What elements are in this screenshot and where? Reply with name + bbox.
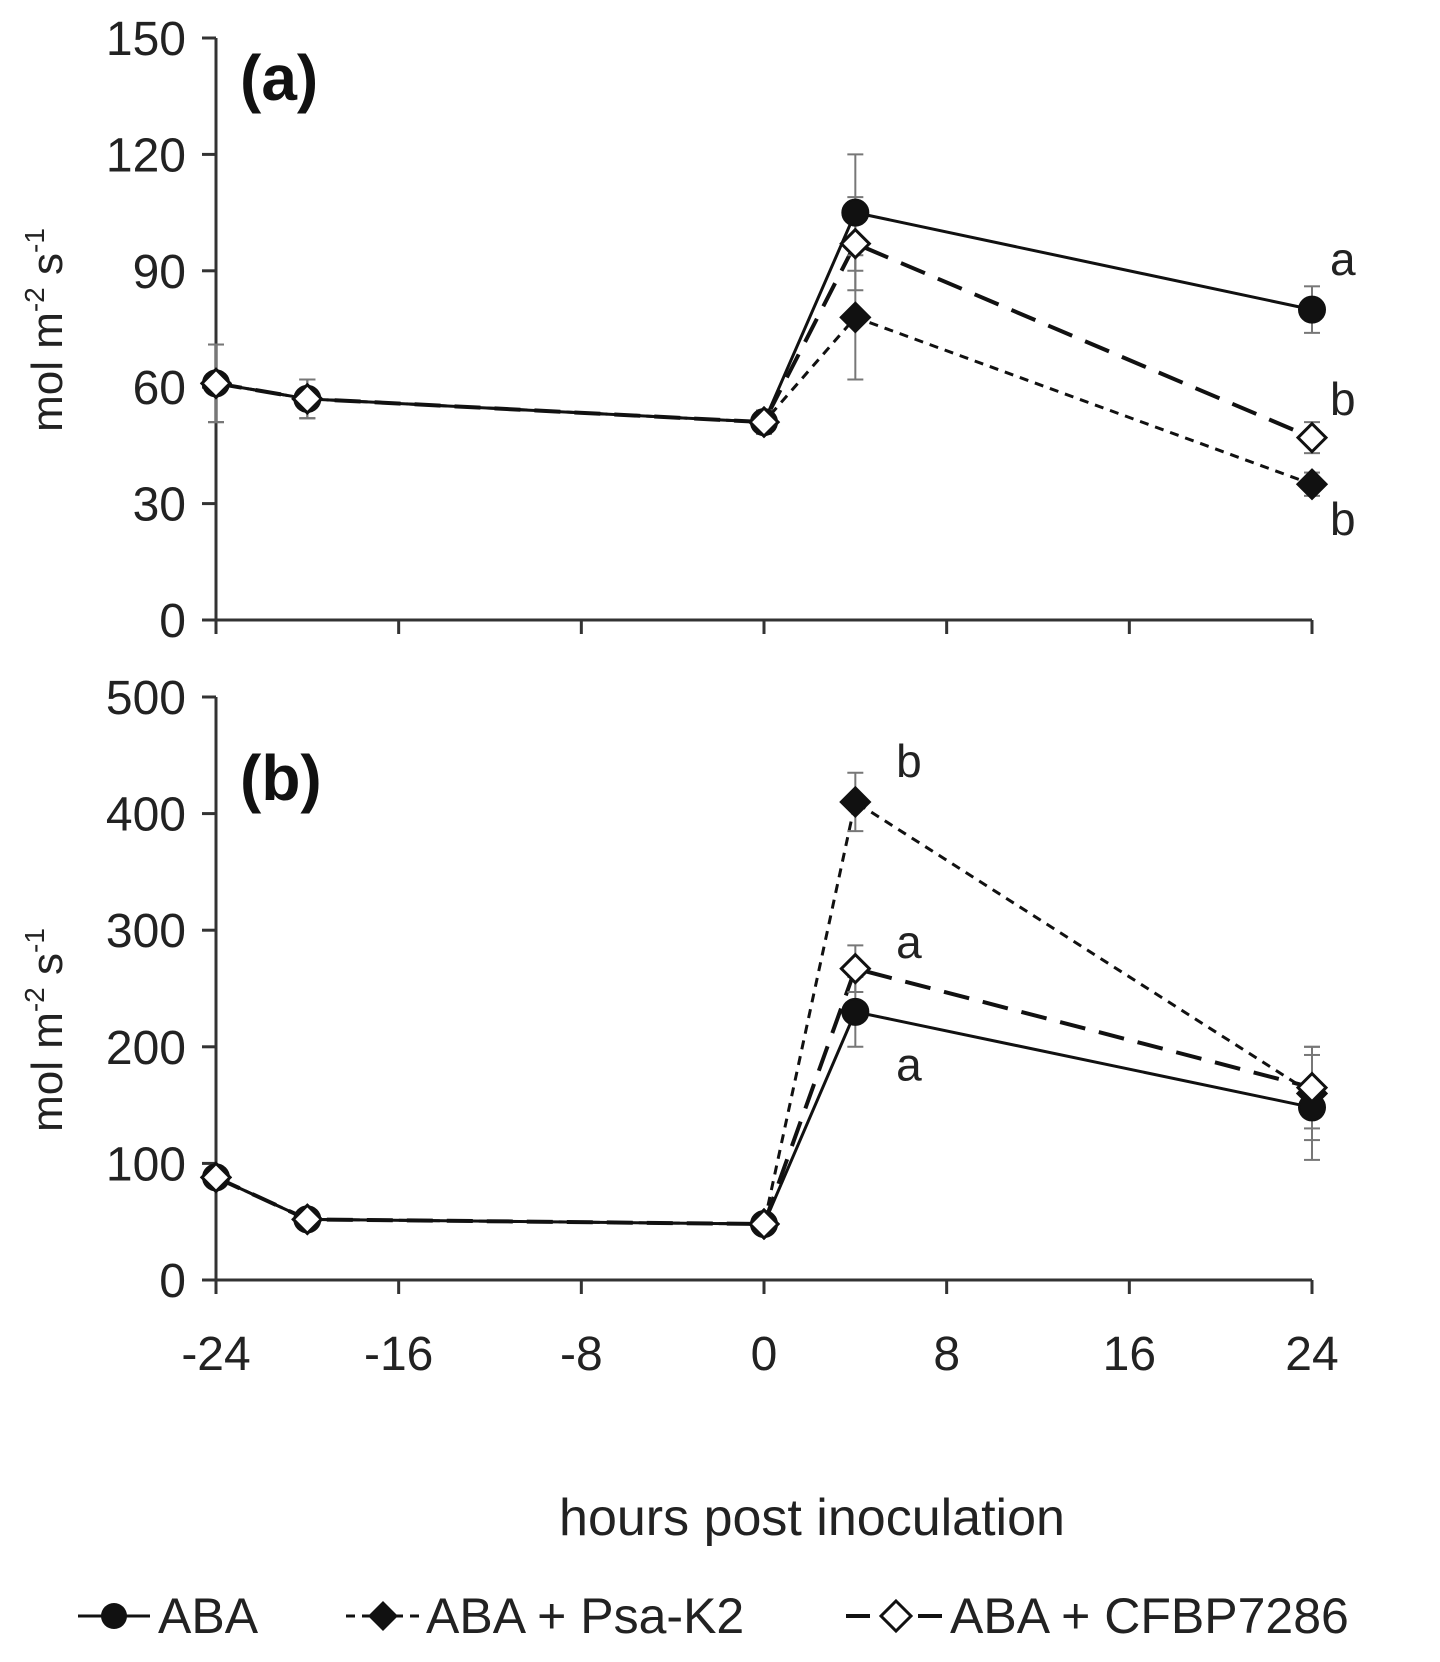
panel-b-significance-letter: a bbox=[896, 916, 922, 968]
x-tick-label: -16 bbox=[364, 1328, 433, 1381]
panel-a-series-line-cfbp7286 bbox=[215, 241, 1313, 440]
panel-b-y-tick-label: 0 bbox=[159, 1255, 186, 1308]
panel-a-series-line-aba bbox=[215, 211, 1313, 424]
legend-item-aba: ABA bbox=[78, 1588, 259, 1644]
legend-item-cfbp7286: ABA + CFBP7286 bbox=[846, 1588, 1349, 1644]
panel-b-y-tick-label: 400 bbox=[106, 789, 186, 842]
panel-b-point-cfbp7286 bbox=[747, 1207, 781, 1241]
panel-b-series-line-psa-k2 bbox=[215, 800, 1313, 1226]
panel-b-significance-letter: b bbox=[896, 735, 922, 787]
panel-b-y-tick-label: 200 bbox=[106, 1022, 186, 1075]
panel-a-point-cfbp7286 bbox=[839, 227, 872, 260]
panel-b-chart: 0 100 200 300 400 500 -24 -16 -8 0 8 16 24 b a a bbox=[106, 672, 1339, 1381]
x-axis-title: hours post inoculation bbox=[559, 1489, 1065, 1547]
panel-a-point-aba bbox=[841, 198, 870, 227]
panel-a-point-cfbp7286 bbox=[1295, 421, 1329, 454]
legend-item-psa-k2: ABA + Psa-K2 bbox=[346, 1588, 744, 1644]
panel-a-label: (a) bbox=[240, 42, 318, 114]
panel-a-significance-letter: b bbox=[1330, 493, 1356, 545]
panel-b-series-line-cfbp7286 bbox=[215, 966, 1313, 1227]
panel-b-y-axis-title: mol m-2 s-1 bbox=[19, 928, 72, 1132]
panel-b-y-tick-label: 300 bbox=[106, 905, 186, 958]
panel-b-point-aba bbox=[841, 997, 870, 1026]
panel-b-point-cfbp7286 bbox=[839, 952, 872, 985]
panel-a-y-tick-label: 60 bbox=[133, 362, 186, 415]
panel-b-significance-letter: a bbox=[896, 1038, 922, 1090]
panel-a-point-psa-k2 bbox=[839, 301, 872, 334]
legend-label-aba: ABA bbox=[158, 1588, 259, 1644]
panel-a-point-aba bbox=[1298, 295, 1326, 324]
panel-b-point-psa-k2 bbox=[839, 785, 872, 819]
x-tick-label: -24 bbox=[181, 1328, 250, 1381]
x-tick-label: 24 bbox=[1285, 1328, 1338, 1381]
panel-a-y-tick-label: 150 bbox=[106, 13, 186, 66]
panel-a-significance-letter: b bbox=[1330, 373, 1356, 425]
panel-a-y-axis-title: mol m-2 s-1 bbox=[19, 228, 72, 432]
x-tick-label: 8 bbox=[933, 1328, 960, 1381]
panel-b-point-cfbp7286 bbox=[1295, 1071, 1329, 1104]
panel-a-y-tick-label: 0 bbox=[159, 595, 186, 648]
panel-a-significance-letter: a bbox=[1330, 233, 1356, 285]
panel-a-point-psa-k2 bbox=[1295, 468, 1329, 501]
legend-label-cfbp7286: ABA + CFBP7286 bbox=[950, 1588, 1349, 1644]
panel-b-label: (b) bbox=[240, 742, 322, 814]
panel-a-chart: 0 30 60 90 120 150 a b b bbox=[106, 13, 1356, 648]
legend: ABA ABA + Psa-K2 ABA + CFBP7286 bbox=[78, 1588, 1349, 1644]
panel-a-y-tick-label: 90 bbox=[133, 246, 186, 299]
panel-a-y-tick-label: 120 bbox=[106, 129, 186, 182]
panel-a-y-tick-label: 30 bbox=[133, 479, 186, 532]
panel-b-point-cfbp7286 bbox=[291, 1203, 324, 1236]
legend-label-psa-k2: ABA + Psa-K2 bbox=[426, 1588, 744, 1644]
legend-marker-psa-k2 bbox=[368, 1601, 398, 1631]
panel-b-point-cfbp7286 bbox=[199, 1161, 233, 1194]
panel-a-point-cfbp7286 bbox=[747, 405, 781, 439]
panel-b-y-tick-label: 100 bbox=[106, 1138, 186, 1191]
x-tick-label: 16 bbox=[1103, 1328, 1156, 1381]
panel-b-y-tick-label: 500 bbox=[106, 672, 186, 725]
x-tick-label: -8 bbox=[560, 1328, 603, 1381]
panel-a-point-cfbp7286 bbox=[199, 367, 233, 400]
legend-marker-aba bbox=[101, 1603, 127, 1629]
legend-marker-cfbp7286 bbox=[878, 1598, 914, 1634]
x-tick-label: 0 bbox=[751, 1328, 778, 1381]
panel-a-point-cfbp7286 bbox=[291, 382, 324, 415]
